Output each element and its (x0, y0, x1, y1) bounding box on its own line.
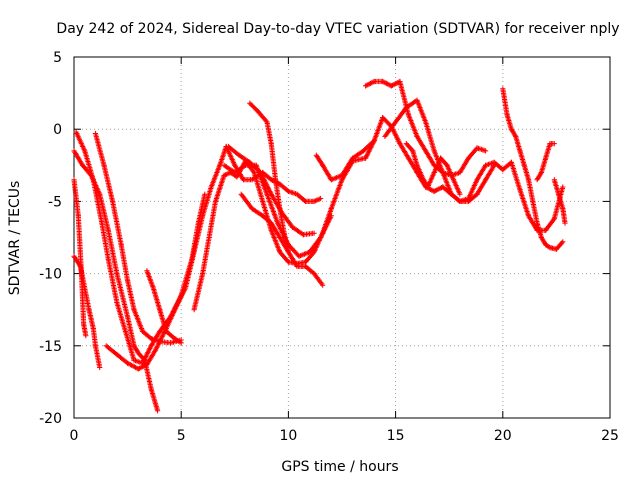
data-point (512, 132, 518, 138)
data-series (71, 78, 568, 414)
data-point (311, 230, 317, 236)
data-point (328, 213, 334, 219)
series-track-19 (551, 177, 568, 226)
axis-ticks (73, 56, 611, 419)
data-point (370, 139, 376, 145)
y-tick-label: 0 (53, 122, 62, 138)
x-tick-labels: 0 5 10 15 20 25 (70, 428, 619, 444)
y-tick-label: -15 (39, 339, 62, 355)
data-point (562, 220, 568, 226)
series-track-11 (238, 191, 326, 288)
data-point (224, 171, 230, 177)
x-tick-label: 20 (494, 428, 512, 444)
y-tick-label: -5 (48, 194, 62, 210)
data-point (436, 186, 442, 192)
series-track-13 (313, 138, 377, 183)
data-point (320, 282, 326, 288)
data-point (367, 80, 374, 86)
data-point (140, 363, 146, 369)
data-point (318, 195, 324, 202)
grid-lines (74, 57, 610, 418)
series-track-5 (92, 130, 184, 346)
y-tick-labels: -20 -15 -10 -5 0 5 (39, 50, 62, 427)
data-point (551, 141, 557, 147)
data-point (285, 249, 291, 255)
y-tick-label: -10 (39, 267, 62, 283)
data-point (310, 250, 316, 256)
data-point (135, 366, 141, 372)
y-tick-label: 5 (53, 50, 62, 66)
data-point (435, 186, 441, 192)
data-point (559, 240, 565, 246)
x-tick-label: 10 (279, 428, 297, 444)
x-tick-label: 25 (601, 428, 619, 444)
data-point (371, 138, 377, 144)
data-point (83, 333, 89, 339)
series-track-7 (103, 143, 324, 372)
data-point (155, 408, 161, 414)
x-axis-label: GPS time / hours (281, 459, 398, 475)
data-point (241, 163, 247, 169)
x-tick-label: 0 (70, 428, 79, 444)
series-track-17 (500, 86, 566, 252)
data-point (491, 162, 497, 168)
y-tick-label: -20 (39, 411, 62, 427)
data-point (301, 197, 308, 204)
data-point (483, 148, 489, 154)
data-point (366, 81, 372, 87)
data-point (560, 184, 566, 190)
data-point (392, 81, 398, 87)
series-track-15 (382, 97, 497, 204)
data-point (97, 364, 103, 371)
data-point (457, 191, 463, 197)
data-point (391, 82, 397, 88)
data-point (178, 340, 184, 346)
data-point (538, 171, 544, 177)
data-point (456, 197, 462, 204)
data-point (269, 177, 276, 183)
chart-title: Day 242 of 2024, Sidereal Day-to-day VTE… (56, 21, 619, 37)
x-tick-label: 5 (177, 428, 186, 444)
series-track-3 (71, 148, 161, 414)
series-track-12 (247, 100, 291, 255)
data-point (382, 80, 388, 86)
data-point (560, 239, 566, 245)
data-point (383, 80, 389, 86)
data-point (381, 79, 387, 85)
series-track-16 (403, 141, 463, 197)
data-point (546, 244, 552, 250)
plot-frame (73, 56, 611, 419)
series-track-10 (225, 143, 317, 238)
series-track-2 (71, 253, 103, 371)
data-point (139, 364, 145, 370)
y-axis-label: SDTVAR / TECUs (7, 181, 23, 296)
series-track-18 (534, 141, 557, 183)
x-tick-label: 15 (387, 428, 405, 444)
data-point (431, 188, 437, 194)
series-track-8 (191, 115, 566, 313)
